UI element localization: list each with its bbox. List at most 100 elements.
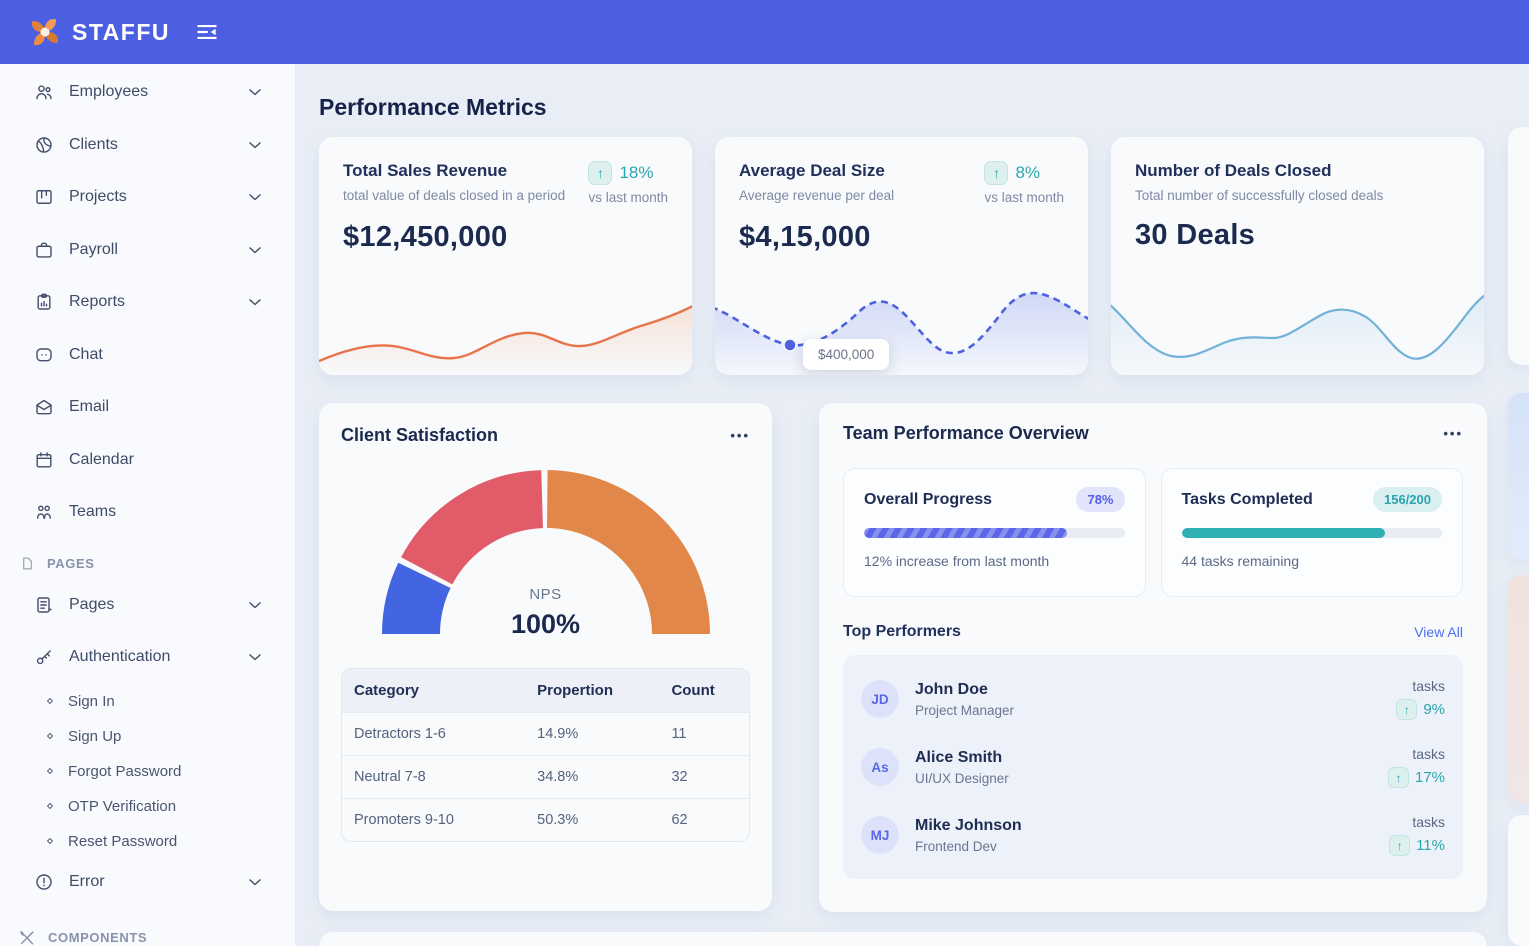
sidebar-item-pages[interactable]: Pages [0,579,295,632]
sidebar-subitem-forgot-password[interactable]: Forgot Password [0,754,295,789]
sidebar-item-error[interactable]: Error [0,859,295,906]
subitem-label: Reset Password [68,832,178,850]
email-icon [34,397,54,417]
top-performers-heading: Top Performers [843,623,961,640]
progress-note: 12% increase from last month [864,553,1050,569]
gauge-center-value: 100% [510,609,581,639]
sidebar-item-label: Projects [69,188,127,206]
stat-subtitle: Average revenue per deal [739,188,895,203]
more-options-icon[interactable]: ••• [1443,426,1463,441]
tools-icon [18,929,36,946]
stat-value: $4,15,000 [739,221,871,253]
projects-icon [34,187,54,207]
sales-sparkline-chart [319,300,692,375]
chevron-down-icon [245,292,265,312]
trend-up-icon: ↑ [1389,835,1411,856]
diamond-bullet-icon [45,801,55,811]
sidebar-item-label: Reports [69,293,126,311]
next-section-card [319,932,1487,946]
progress-badge: 78% [1076,487,1125,512]
trend-up-icon: ↑ [984,161,1009,185]
sidebar-subitem-otp-verification[interactable]: OTP Verification [0,789,295,824]
deals-closed-sparkline-chart [1111,290,1484,375]
progress-bar-fill [1181,528,1385,538]
more-options-icon[interactable]: ••• [730,428,750,443]
sidebar-item-payroll[interactable]: Payroll [0,224,295,277]
table-row: Detractors 1-6 14.9% 11 [342,712,749,756]
sidebar-subitem-sign-in[interactable]: Sign In [0,684,295,719]
avatar: As [861,748,899,786]
table-row: Neutral 7-8 34.8% 32 [342,755,749,799]
subitem-label: Forgot Password [68,762,182,780]
sidebar-item-projects[interactable]: Projects [0,171,295,224]
subitem-label: OTP Verification [68,797,177,815]
chart-tooltip: $400,000 [803,339,890,370]
stat-card-deals-closed: Number of Deals Closed Total number of s… [1111,137,1484,375]
brand-logo[interactable]: STAFFU [28,15,170,49]
view-all-link[interactable]: View All [1414,624,1463,640]
column-header: Category [342,669,526,713]
list-item: JD John Doe Project Manager tasks ↑ 9% [861,665,1445,733]
trend-up-icon: ↑ [1387,767,1409,788]
teams-icon [34,502,54,522]
subitem-label: Sign Up [68,727,122,745]
cell-count: 62 [659,798,749,841]
card-title: Client Satisfaction [341,425,499,445]
cutoff-card-pink [1508,575,1529,803]
sidebar-subitem-reset-password[interactable]: Reset Password [0,824,295,859]
sidebar-item-teams[interactable]: Teams [0,486,295,539]
performer-change: 11% [1416,837,1445,854]
sidebar-item-label: Error [69,873,105,890]
change-value: 18% [619,163,654,182]
list-item: MJ Mike Johnson Frontend Dev tasks ↑ 11% [861,801,1445,869]
performer-metric-label: tasks [1412,746,1445,762]
stat-card-avg-deal: Average Deal Size Average revenue per de… [715,137,1088,375]
performer-change: 9% [1423,701,1445,718]
chevron-down-icon [245,187,265,207]
performer-name: John Doe [915,680,988,698]
sidebar-item-authentication[interactable]: Authentication [0,631,295,684]
cell-proportion: 50.3% [525,798,660,841]
cutoff-card-blue [1508,393,1529,560]
progress-bar-fill [864,528,1068,538]
diamond-bullet-icon [45,836,55,846]
sidebar-subitem-sign-up[interactable]: Sign Up [0,719,295,754]
sidebar-item-reports[interactable]: Reports [0,276,295,329]
section-label-text: COMPONENTS [48,930,148,945]
chevron-down-icon [245,135,265,155]
performer-name: Alice Smith [915,748,1003,766]
progress-badge: 156/200 [1373,487,1442,512]
sidebar-section-pages: PAGES [0,549,295,579]
progress-label: Tasks Completed [1181,490,1313,508]
sidebar-item-calendar[interactable]: Calendar [0,434,295,487]
stat-subtitle: total value of deals closed in a period [343,188,566,203]
tasks-completed-card: Tasks Completed 156/200 44 tasks remaini… [1160,468,1463,597]
nps-gauge-chart: NPS 100% [376,462,716,642]
cell-count: 11 [659,712,749,756]
team-performance-card: Team Performance Overview ••• Overall Pr… [819,403,1487,912]
sidebar-item-label: Chat [69,345,103,363]
stat-subtitle: Total number of successfully closed deal… [1135,188,1384,203]
sidebar-item-employees[interactable]: Employees [0,66,295,119]
table-header-row: Category Propertion Count [342,669,749,713]
app-header: STAFFU [0,0,1529,64]
list-item: As Alice Smith UI/UX Designer tasks ↑ 17… [861,733,1445,801]
clients-icon [34,135,54,155]
sidebar-item-chat[interactable]: Chat [0,329,295,382]
error-icon [34,872,54,892]
menu-fold-icon[interactable] [194,19,220,45]
cell-count: 32 [659,755,749,799]
sidebar: Employees Clients Projects Payroll Repor… [0,64,295,946]
chevron-down-icon [245,82,265,102]
calendar-icon [34,450,54,470]
change-note: vs last month [984,190,1064,205]
performer-metric-label: tasks [1412,678,1445,694]
cell-category: Neutral 7-8 [342,755,526,799]
sidebar-item-email[interactable]: Email [0,381,295,434]
sidebar-item-label: Calendar [69,450,134,468]
sidebar-item-clients[interactable]: Clients [0,119,295,172]
avatar: MJ [861,816,899,854]
performer-role: Project Manager [915,702,1015,718]
employees-icon [34,82,54,102]
performer-role: UI/UX Designer [915,770,1009,786]
